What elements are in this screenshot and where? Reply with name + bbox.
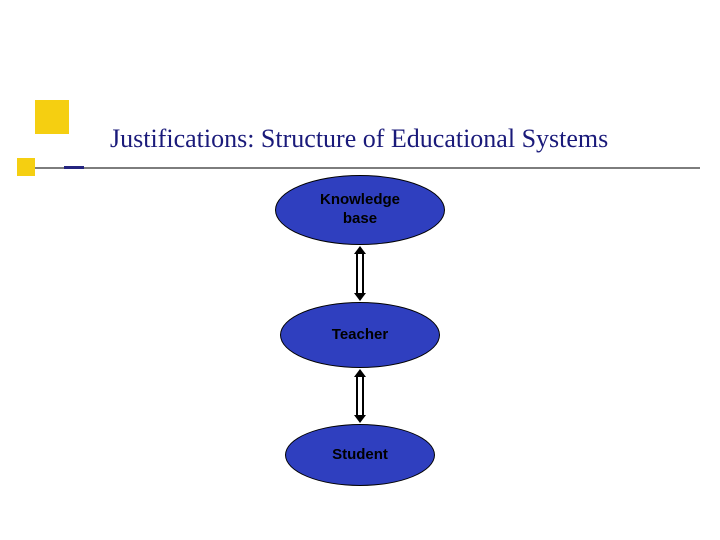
accent-block-0: [35, 100, 69, 134]
edge-shaft: [356, 253, 358, 293]
edge-shaft: [362, 376, 364, 415]
title-rule: [35, 167, 700, 169]
node-label-knowledge: Knowledge base: [276, 191, 444, 229]
arrowhead: [354, 293, 366, 301]
arrowhead: [354, 415, 366, 423]
node-label-teacher: Teacher: [281, 326, 439, 345]
title-tick: [64, 166, 84, 169]
edge-shaft: [362, 253, 364, 293]
node-student: Student: [285, 424, 435, 486]
edge-shaft: [356, 376, 358, 415]
arrowhead: [354, 246, 366, 254]
arrowhead: [354, 369, 366, 377]
node-label-student: Student: [286, 446, 434, 465]
page-title: Justifications: Structure of Educational…: [110, 124, 608, 154]
accent-block-1: [17, 158, 35, 176]
node-teacher: Teacher: [280, 302, 440, 368]
node-knowledge: Knowledge base: [275, 175, 445, 245]
